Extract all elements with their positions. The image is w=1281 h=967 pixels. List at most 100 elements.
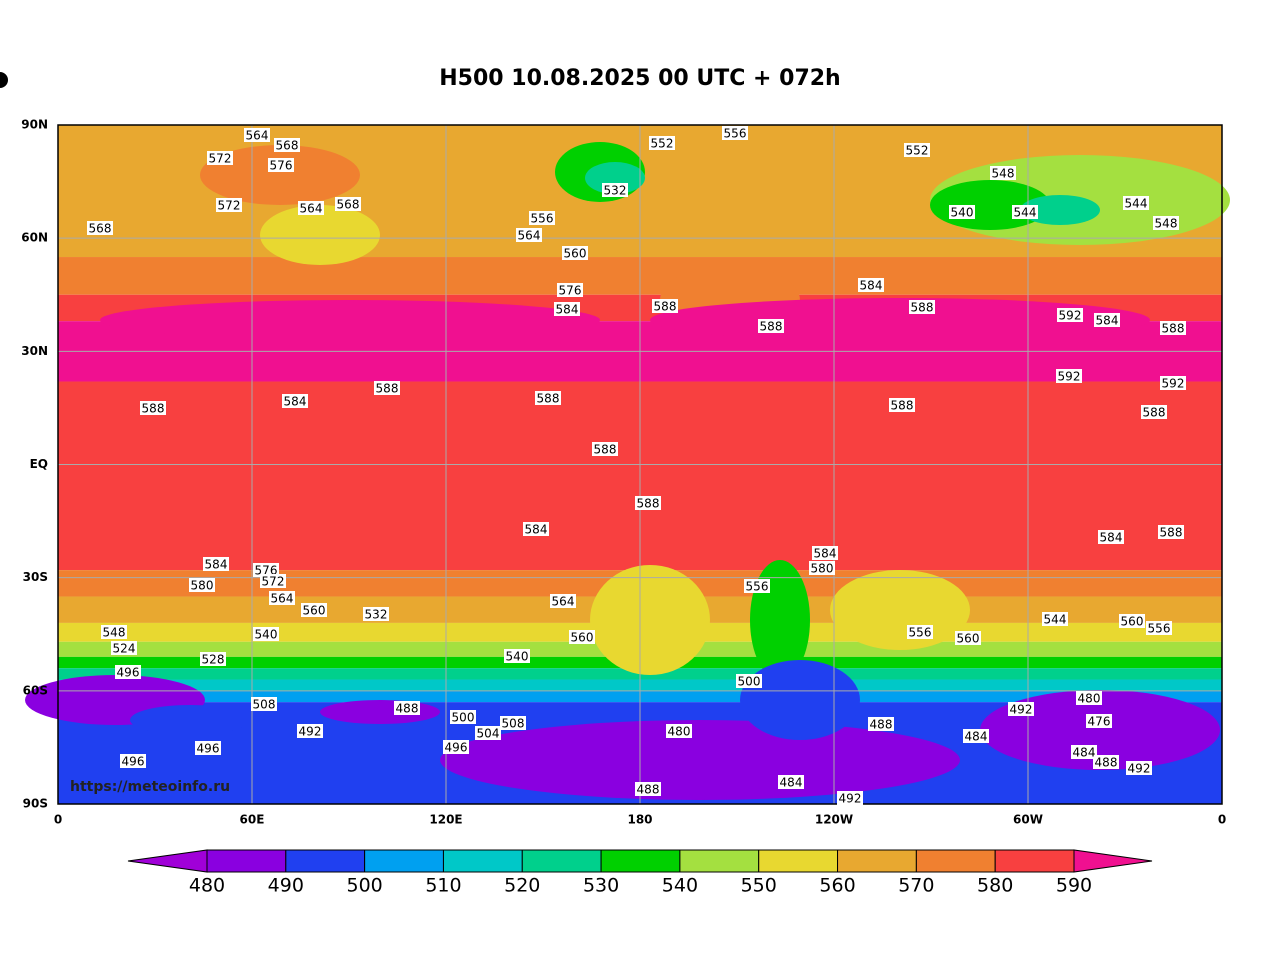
contour-label: 564 bbox=[246, 129, 269, 143]
contour-label-box bbox=[554, 302, 580, 316]
contour-label-box bbox=[189, 578, 215, 592]
contour-label-box bbox=[1086, 714, 1112, 728]
contour-label-box bbox=[301, 603, 327, 617]
contour-label-box bbox=[635, 496, 661, 510]
contour-label: 496 bbox=[197, 742, 220, 756]
contour-label-box bbox=[363, 607, 389, 621]
field-area bbox=[0, 72, 8, 88]
contour-label: 588 bbox=[537, 392, 560, 406]
contour-label: 492 bbox=[839, 792, 862, 806]
contour-label: 564 bbox=[300, 202, 323, 216]
contour-label: 552 bbox=[906, 144, 929, 158]
contour-label-box bbox=[837, 791, 863, 805]
contour-label-box bbox=[244, 128, 270, 142]
contour-label-box bbox=[592, 442, 618, 456]
colorbar-tick-label: 560 bbox=[819, 875, 855, 897]
contour-label: 480 bbox=[668, 725, 691, 739]
colorbar-segment bbox=[206, 849, 287, 873]
contour-label: 488 bbox=[1095, 756, 1118, 770]
contour-label-box bbox=[120, 754, 146, 768]
contour-label-box bbox=[115, 665, 141, 679]
colorbar-segment bbox=[837, 849, 917, 873]
contour-label: 568 bbox=[89, 222, 112, 236]
contour-label-box bbox=[1158, 525, 1184, 539]
contour-label: 544 bbox=[1044, 613, 1067, 627]
contour-label-box bbox=[1057, 308, 1083, 322]
contour-label: 532 bbox=[604, 184, 627, 198]
field-area bbox=[830, 570, 970, 650]
colorbar-extension bbox=[127, 849, 208, 873]
contour-label: 588 bbox=[654, 300, 677, 314]
x-tick-label: 120W bbox=[815, 813, 853, 827]
map: 0 60E 120E 180 120W 60W 0 90N 60N 30N EQ 30S 60S 90S 5… bbox=[0, 72, 1230, 827]
colorbar-tick-label: 550 bbox=[741, 875, 777, 897]
contour-label-box bbox=[268, 158, 294, 172]
contour-label-box bbox=[1146, 621, 1172, 635]
contour-label: 584 bbox=[556, 303, 579, 317]
contour-label-box bbox=[778, 775, 804, 789]
contour-label: 560 bbox=[571, 631, 594, 645]
contour-label-box bbox=[1056, 369, 1082, 383]
contour-label-box bbox=[1012, 205, 1038, 219]
contour-label-box bbox=[1071, 745, 1097, 759]
contour-label-box bbox=[1094, 313, 1120, 327]
contour-label-box bbox=[744, 579, 770, 593]
x-tick-label: 60E bbox=[240, 813, 265, 827]
contour-label: 588 bbox=[594, 443, 617, 457]
contour-label: 572 bbox=[262, 575, 285, 589]
contour-label-box bbox=[889, 398, 915, 412]
contour-label-box bbox=[1119, 614, 1145, 628]
colorbar-tick-label: 530 bbox=[583, 875, 619, 897]
contour-label: 500 bbox=[452, 711, 475, 725]
contour-label: 560 bbox=[957, 632, 980, 646]
contour-label-box bbox=[253, 627, 279, 641]
contour-label-box bbox=[111, 641, 137, 655]
contour-label-box bbox=[101, 625, 127, 639]
contour-label-box bbox=[652, 299, 678, 313]
contour-label: 548 bbox=[103, 626, 126, 640]
contour-label-box bbox=[858, 278, 884, 292]
contour-label-box bbox=[963, 729, 989, 743]
contour-label: 552 bbox=[651, 137, 674, 151]
y-tick-label: EQ bbox=[30, 457, 48, 471]
contour-label-box bbox=[298, 201, 324, 215]
contour-label: 496 bbox=[122, 755, 145, 769]
contour-label-box bbox=[1160, 376, 1186, 390]
colorbar-segment bbox=[285, 849, 366, 873]
contour-label-box bbox=[200, 652, 226, 666]
contour-label-box bbox=[253, 563, 279, 577]
contour-label: 588 bbox=[637, 497, 660, 511]
contour-label: 496 bbox=[445, 741, 468, 755]
colorbar-tick-label: 520 bbox=[504, 875, 540, 897]
contour-label-box bbox=[557, 283, 583, 297]
contour-label-box bbox=[274, 138, 300, 152]
colorbar-tick-label: 490 bbox=[268, 875, 304, 897]
colorbar-segment bbox=[758, 849, 839, 873]
contour-label-box bbox=[1123, 196, 1149, 210]
field-area bbox=[200, 145, 360, 205]
contour-label-box bbox=[87, 221, 113, 235]
contour-label: 484 bbox=[780, 776, 803, 790]
contour-label: 584 bbox=[814, 547, 837, 561]
field-area bbox=[980, 690, 1220, 770]
contour-label: 528 bbox=[202, 653, 225, 667]
contour-label-box bbox=[216, 198, 242, 212]
contour-label: 508 bbox=[502, 717, 525, 731]
contour-label-box bbox=[907, 625, 933, 639]
contour-label-box bbox=[666, 724, 692, 738]
contour-label: 560 bbox=[303, 604, 326, 618]
contour-label: 588 bbox=[1160, 526, 1183, 540]
contour-label-box bbox=[868, 717, 894, 731]
contour-label-box bbox=[443, 740, 469, 754]
contour-label: 584 bbox=[284, 395, 307, 409]
contour-label-box bbox=[1126, 761, 1152, 775]
colorbar-tick-label: 580 bbox=[977, 875, 1013, 897]
contour-label: 508 bbox=[253, 698, 276, 712]
contour-label-box bbox=[203, 557, 229, 571]
contour-label: 548 bbox=[992, 167, 1015, 181]
contour-label: 540 bbox=[255, 628, 278, 642]
contour-label-box bbox=[649, 136, 675, 150]
contour-label: 492 bbox=[299, 725, 322, 739]
field-area bbox=[260, 205, 380, 265]
contour-label: 540 bbox=[951, 206, 974, 220]
